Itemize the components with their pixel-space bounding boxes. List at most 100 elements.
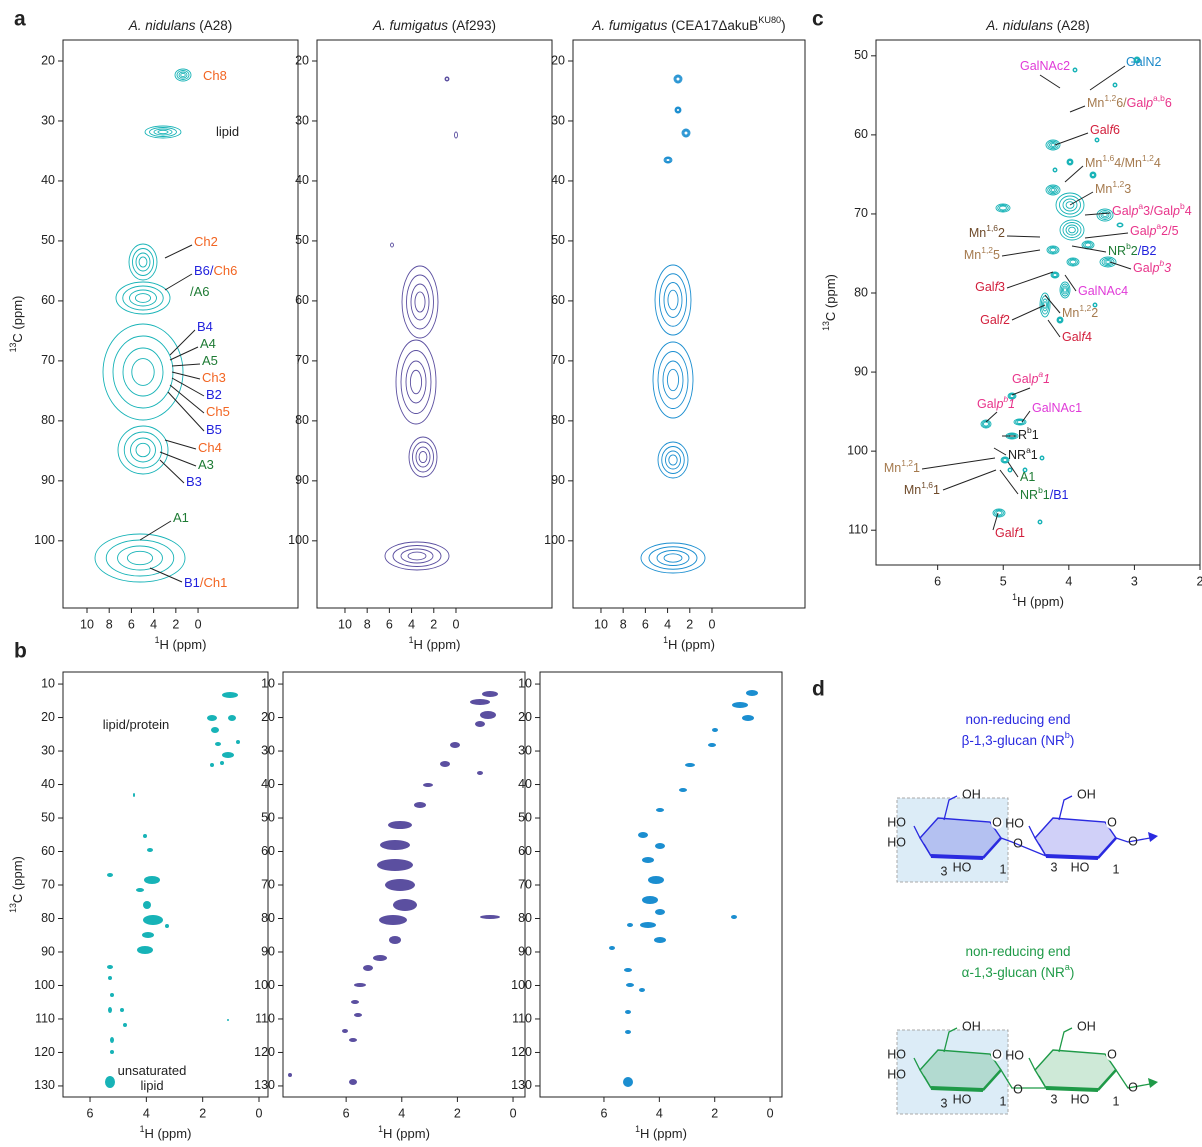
text-part: Mn — [904, 483, 921, 497]
contour — [131, 438, 156, 462]
contour — [124, 432, 162, 468]
text-part: 3 — [1164, 261, 1171, 275]
spectral-peak — [123, 1023, 127, 1027]
spectral-peak — [120, 1008, 124, 1012]
spectral-peak — [656, 808, 664, 812]
y-tick-label: 50 — [854, 48, 868, 62]
text-part: H (ppm) — [383, 1126, 430, 1141]
text-part: ) — [781, 18, 786, 33]
y-tick-label: 100 — [847, 443, 868, 457]
peak-label: NRb1/B1 — [1020, 485, 1069, 502]
text-part: GalN2 — [1126, 55, 1161, 69]
contour — [396, 340, 436, 424]
contour — [684, 131, 688, 135]
x-tick-label: 6 — [642, 617, 649, 631]
y-tick-label: 20 — [41, 710, 55, 724]
y-tick-label: 50 — [41, 810, 55, 824]
text-part: 3 — [1124, 182, 1131, 196]
y-tick-label: 80 — [518, 911, 532, 925]
x-tick-label: 2 — [454, 1106, 461, 1120]
peak-label: unsaturated — [118, 1063, 187, 1078]
x-axis-label: 1H (ppm) — [155, 635, 207, 652]
atom-label: 1 — [1113, 1094, 1120, 1108]
text-part: 1 — [913, 461, 920, 475]
spectral-peak — [475, 721, 485, 727]
spectral-peak — [137, 946, 153, 954]
text-part: A. fumigatus — [591, 18, 667, 33]
structure-name: β-1,3-glucan (NRb) — [962, 730, 1075, 747]
spectral-peak — [623, 1077, 633, 1087]
text-part: 4 — [1154, 156, 1161, 170]
spectral-peak — [712, 728, 718, 732]
ch2oh-bond — [1059, 796, 1072, 820]
text-part: Gal — [1130, 224, 1149, 238]
spectral-peak — [732, 702, 748, 708]
bond — [1029, 1058, 1035, 1070]
text-part: GalNAc1 — [1032, 401, 1082, 415]
peak-label: GalNAc4 — [1078, 284, 1128, 298]
y-tick-label: 100 — [34, 533, 55, 547]
text-part: (A28) — [1053, 18, 1090, 33]
contour — [401, 351, 431, 414]
contour — [657, 551, 689, 566]
atom-label: OH — [1077, 1019, 1096, 1033]
peak-label: A3 — [198, 457, 214, 472]
panel-letter: d — [812, 678, 825, 701]
y-tick-label: 50 — [551, 233, 565, 247]
peak-label: B2 — [206, 387, 222, 402]
text-part: 4/Mn — [1114, 156, 1142, 170]
text-part: Gal — [977, 397, 996, 411]
spectral-peak — [482, 691, 498, 697]
atom-label: O — [1128, 1080, 1138, 1094]
text-part: A3 — [198, 457, 214, 472]
y-tick-label: 80 — [41, 413, 55, 427]
text-part: p — [1145, 96, 1153, 110]
leader-line — [1070, 192, 1093, 205]
spectral-peak — [477, 771, 483, 775]
y-tick-label: 70 — [295, 353, 309, 367]
text-part: lipid — [216, 124, 239, 139]
y-tick-label: 100 — [544, 533, 565, 547]
peak-label: Mn1,25 — [964, 245, 1000, 262]
text-part: Gal — [1127, 96, 1146, 110]
contour — [409, 437, 437, 477]
peak-label: Galpa2/5 — [1130, 221, 1179, 238]
contour — [669, 455, 677, 465]
x-tick-label: 3 — [1131, 574, 1138, 588]
spectral-peak — [385, 879, 415, 891]
plot-frame — [63, 672, 268, 1097]
text-part: 6/ — [1116, 96, 1127, 110]
contour — [446, 78, 449, 81]
atom-label: HO — [887, 1067, 906, 1081]
y-tick-label: 10 — [41, 676, 55, 690]
text-part: B2 — [206, 387, 222, 402]
contour — [391, 243, 394, 247]
text-part: 2 — [1091, 306, 1098, 320]
text-part: 2 — [998, 226, 1005, 240]
text-part: (Af293) — [448, 18, 496, 33]
x-tick-label: 8 — [106, 617, 113, 631]
x-tick-label: 4 — [656, 1106, 663, 1120]
y-tick-label: 110 — [255, 1011, 275, 1025]
spectral-peak — [377, 859, 413, 871]
text-part: H (ppm) — [1017, 594, 1064, 609]
arrow-head — [1148, 1078, 1158, 1088]
spectral-peak — [342, 1029, 348, 1033]
contour — [984, 422, 989, 426]
y-tick-label: 100 — [34, 978, 55, 992]
leader-line — [1002, 250, 1040, 256]
y-axis-label: 13C (ppm) — [8, 856, 25, 913]
x-tick-label: 4 — [150, 617, 157, 631]
text-part: A1 — [173, 510, 189, 525]
peak-label: B1/Ch1 — [184, 575, 227, 590]
contour — [664, 283, 682, 318]
leader-line — [172, 372, 200, 379]
leader-line — [1007, 272, 1053, 288]
text-part: A5 — [202, 353, 218, 368]
atom-label: HO — [887, 815, 906, 829]
leader-line — [160, 460, 184, 483]
contour — [641, 543, 705, 573]
peak-label: Galf2 — [980, 313, 1010, 327]
leader-line — [165, 245, 192, 258]
contour — [1085, 243, 1091, 247]
